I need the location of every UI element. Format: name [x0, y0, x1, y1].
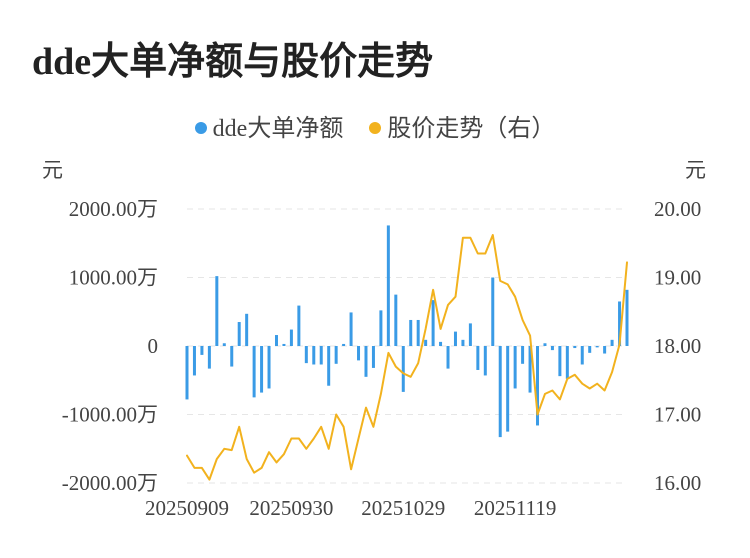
right-tick-label: 18.00: [654, 334, 701, 358]
left-unit-label: 元: [42, 158, 63, 182]
bar: [267, 346, 271, 389]
bar: [573, 346, 577, 349]
legend-item-dde[interactable]: dde大单净额: [194, 108, 344, 143]
bar: [274, 335, 278, 346]
bar: [386, 225, 390, 346]
bar: [230, 346, 234, 367]
bar: [357, 346, 361, 361]
bar: [521, 346, 525, 364]
bar: [461, 339, 465, 346]
bar: [401, 346, 405, 392]
bar: [215, 276, 219, 346]
bar: [565, 346, 569, 379]
bar: [349, 312, 353, 346]
bar: [476, 346, 480, 370]
bar: [319, 346, 323, 365]
axes: 元 元 2000.00万 20.00 1000.00万 19.00 0 18.00 -100…: [42, 158, 706, 520]
bar: [222, 343, 226, 346]
legend-label-dde: dde大单净额: [212, 116, 344, 142]
bar: [483, 346, 487, 376]
legend-dot-price: [369, 122, 382, 135]
left-tick-label: -1000.00万: [62, 403, 158, 427]
bar: [595, 346, 599, 348]
bar: [603, 346, 607, 354]
bar: [536, 346, 540, 426]
grid: [187, 208, 627, 484]
bar: [245, 313, 249, 346]
bar: [185, 346, 189, 400]
bar: [528, 346, 532, 393]
bar: [289, 329, 293, 346]
left-tick-label: 2000.00万: [69, 197, 158, 221]
right-tick-label: 17.00: [654, 403, 701, 427]
bar: [498, 346, 502, 438]
left-tick-label: 0: [148, 334, 159, 358]
line-series: [186, 234, 628, 481]
bar: [550, 346, 554, 351]
bar: [409, 319, 413, 346]
right-tick-label: 20.00: [654, 197, 701, 221]
bar: [282, 343, 286, 346]
bar: [312, 346, 316, 365]
legend-label-price: 股价走势（右）: [387, 116, 556, 142]
bar: [513, 346, 517, 389]
legend-item-price[interactable]: 股价走势（右）: [369, 108, 555, 143]
bar: [394, 294, 398, 346]
x-tick-label: 20251029: [361, 496, 445, 520]
bar: [200, 346, 204, 355]
bar: [252, 346, 256, 398]
bar: [618, 301, 622, 346]
x-tick-label: 20251119: [474, 496, 556, 520]
bar: [207, 346, 211, 369]
left-tick-label: 1000.00万: [69, 266, 158, 290]
bar: [625, 289, 629, 346]
chart-title: dde大单净额与股价走势: [32, 41, 434, 83]
bar: [431, 300, 435, 346]
bar: [424, 339, 428, 346]
bar: [610, 339, 614, 346]
right-tick-label: 16.00: [654, 471, 701, 495]
bar-series: [185, 225, 629, 438]
right-unit-label: 元: [685, 158, 706, 182]
bar: [543, 343, 547, 346]
bar: [327, 346, 331, 386]
bar: [371, 346, 375, 368]
bar: [304, 346, 308, 364]
bar: [342, 343, 346, 346]
bar: [468, 323, 472, 346]
bar: [297, 305, 301, 346]
bar: [416, 319, 420, 346]
left-tick-label: -2000.00万: [62, 471, 158, 495]
bar: [334, 346, 338, 364]
bar: [558, 346, 562, 377]
legend: dde大单净额 股价走势（右）: [0, 108, 750, 143]
bar: [364, 346, 368, 377]
bar: [491, 277, 495, 346]
legend-dot-dde: [194, 122, 207, 135]
bar: [446, 346, 450, 369]
bar: [237, 322, 241, 346]
bar: [379, 310, 383, 346]
bar: [506, 346, 510, 432]
bar: [588, 346, 592, 353]
x-tick-label: 20250930: [249, 496, 333, 520]
bar: [580, 346, 584, 365]
bar: [260, 346, 264, 393]
x-tick-label: 20250909: [145, 496, 229, 520]
bar: [453, 331, 457, 346]
bar: [439, 341, 443, 346]
price-line: [186, 234, 628, 481]
bar: [192, 346, 196, 376]
right-tick-label: 19.00: [654, 266, 701, 290]
